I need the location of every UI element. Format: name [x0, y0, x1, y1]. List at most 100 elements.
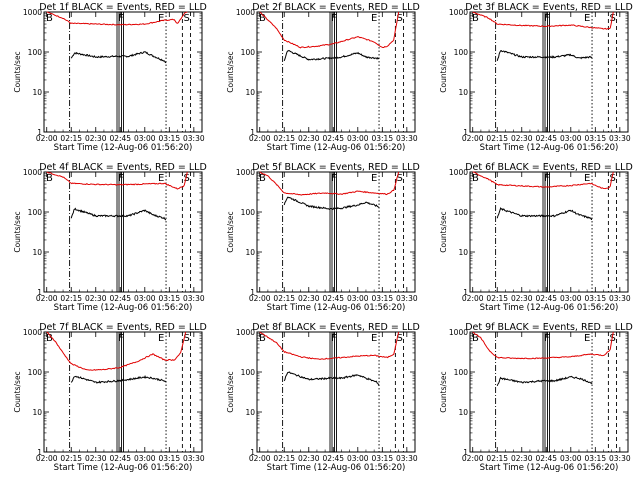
series-lld-line [472, 171, 614, 190]
marker-end: E [158, 173, 164, 184]
x-tick-label: 03:30 [183, 294, 205, 303]
marker-flare: F [544, 173, 550, 184]
marker-flare: F [331, 13, 337, 24]
series-lld-line [472, 331, 614, 360]
chart-panel-8: Det 8f BLACK = Events, RED = LLD 1 10 100 10… [226, 322, 420, 473]
y-axis-label: Counts/sec [13, 211, 22, 252]
x-tick-label: 02:30 [511, 294, 533, 303]
marker-begin: B [259, 333, 266, 344]
y-tick-label: 1000 [236, 8, 255, 17]
x-tick-label: 03:00 [134, 134, 156, 143]
y-axis-label: Counts/sec [439, 51, 448, 92]
x-tick-label: 02:45 [109, 294, 131, 303]
chart-panel-2: Det 2f BLACK = Events, RED = LLD 1 10 100 10… [226, 2, 420, 153]
x-axis-label: Start Time (12-Aug-06 01:56:20) [54, 143, 193, 153]
x-tick-label: 03:30 [396, 134, 418, 143]
x-tick-label: 03:00 [560, 294, 582, 303]
y-tick-label: 1 [463, 448, 468, 457]
y-tick-label: 10 [458, 408, 468, 417]
x-tick-label: 02:30 [85, 294, 107, 303]
panel-title: Det 3f BLACK = Events, RED = LLD [465, 2, 633, 13]
x-tick-label: 03:15 [371, 294, 393, 303]
x-tick-label: 03:00 [560, 454, 582, 463]
y-tick-label: 10 [245, 408, 255, 417]
series-lld-line [46, 11, 188, 26]
x-tick-label: 02:45 [535, 454, 557, 463]
x-tick-label: 02:00 [249, 454, 271, 463]
marker-begin: B [46, 13, 53, 24]
series-events-line [496, 50, 593, 62]
chart-panel-7: Det 7f BLACK = Events, RED = LLD 1 10 100 10… [13, 322, 207, 473]
x-tick-label: 02:30 [298, 134, 320, 143]
y-axis-label: Counts/sec [226, 371, 235, 412]
y-tick-label: 10 [32, 408, 42, 417]
x-tick-label: 02:30 [298, 454, 320, 463]
y-tick-label: 1000 [23, 328, 42, 337]
x-tick-label: 02:45 [535, 134, 557, 143]
panel-title: Det 7f BLACK = Events, RED = LLD [39, 322, 207, 333]
x-tick-label: 03:30 [609, 294, 631, 303]
marker-flare: F [331, 173, 337, 184]
plot-frame [256, 331, 416, 453]
y-tick-label: 1000 [23, 168, 42, 177]
series-lld-line [46, 171, 188, 190]
y-axis-label: Counts/sec [226, 211, 235, 252]
marker-saa: S [397, 333, 403, 344]
x-tick-label: 02:00 [462, 134, 484, 143]
chart-panel-6: Det 6f BLACK = Events, RED = LLD 1 10 100 10… [439, 162, 633, 313]
marker-flare: F [118, 173, 124, 184]
x-tick-label: 02:15 [273, 134, 295, 143]
y-tick-label: 1 [37, 448, 42, 457]
y-tick-label: 100 [454, 208, 469, 217]
marker-saa: S [184, 13, 190, 24]
y-axis-label: Counts/sec [439, 211, 448, 252]
y-axis-label: Counts/sec [13, 51, 22, 92]
x-tick-label: 02:00 [462, 294, 484, 303]
x-tick-label: 02:45 [322, 134, 344, 143]
x-tick-label: 03:30 [609, 454, 631, 463]
series-events-line [70, 51, 167, 64]
y-tick-label: 10 [458, 88, 468, 97]
x-tick-label: 03:15 [158, 134, 180, 143]
plot-frame [256, 171, 416, 293]
x-tick-label: 02:30 [511, 134, 533, 143]
y-tick-label: 10 [32, 88, 42, 97]
y-tick-label: 1000 [449, 328, 468, 337]
x-tick-label: 02:00 [462, 454, 484, 463]
marker-saa: S [184, 173, 190, 184]
series-lld-line [259, 11, 400, 49]
panel-title: Det 2f BLACK = Events, RED = LLD [252, 2, 420, 13]
chart-panel-4: Det 4f BLACK = Events, RED = LLD 1 10 100 10… [13, 162, 207, 313]
chart-panel-5: Det 5f BLACK = Events, RED = LLD 1 10 100 10… [226, 162, 420, 313]
marker-saa: S [610, 333, 616, 344]
x-tick-label: 03:00 [560, 134, 582, 143]
y-tick-label: 1 [250, 448, 255, 457]
x-tick-label: 02:45 [322, 294, 344, 303]
marker-begin: B [472, 173, 479, 184]
x-axis-label: Start Time (12-Aug-06 01:56:20) [267, 303, 406, 313]
panel-title: Det 5f BLACK = Events, RED = LLD [252, 162, 420, 173]
y-tick-label: 100 [28, 208, 43, 217]
series-events-line [283, 49, 380, 62]
x-tick-label: 02:45 [109, 134, 131, 143]
plot-frame [469, 171, 629, 293]
marker-flare: F [118, 13, 124, 24]
x-tick-label: 02:30 [511, 454, 533, 463]
y-tick-label: 1 [250, 128, 255, 137]
marker-begin: B [259, 13, 266, 24]
x-tick-label: 02:30 [85, 134, 107, 143]
y-tick-label: 1000 [449, 8, 468, 17]
x-tick-label: 03:30 [183, 134, 205, 143]
x-tick-label: 02:45 [535, 294, 557, 303]
x-axis-label: Start Time (12-Aug-06 01:56:20) [267, 143, 406, 153]
y-tick-label: 1 [37, 128, 42, 137]
marker-saa: S [610, 173, 616, 184]
plot-frame [43, 171, 203, 293]
x-tick-label: 03:15 [584, 454, 606, 463]
x-axis-label: Start Time (12-Aug-06 01:56:20) [480, 143, 619, 153]
x-tick-label: 02:00 [249, 134, 271, 143]
x-tick-label: 03:00 [134, 454, 156, 463]
series-events-line [496, 375, 593, 387]
marker-saa: S [184, 333, 190, 344]
panel-title: Det 1f BLACK = Events, RED = LLD [39, 2, 207, 13]
